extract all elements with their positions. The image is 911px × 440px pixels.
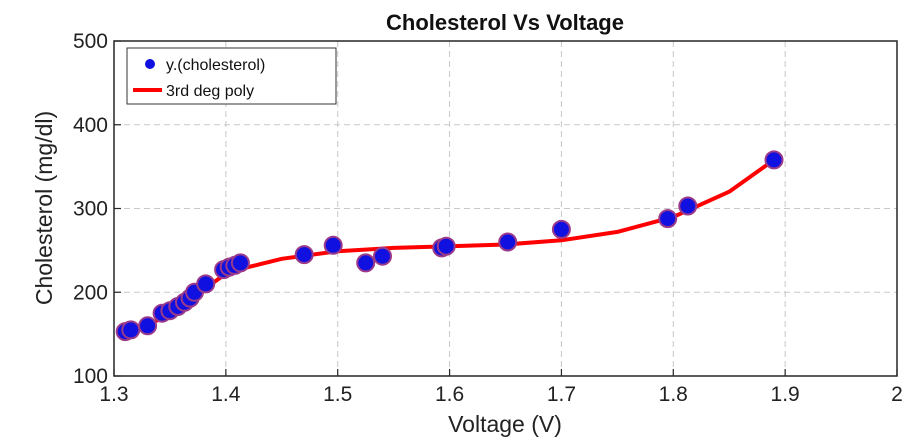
- x-axis-label: Voltage (V): [448, 411, 562, 437]
- data-point: [121, 320, 141, 340]
- chart-title: Cholesterol Vs Voltage: [386, 10, 624, 35]
- y-tick-label: 400: [73, 114, 108, 137]
- x-tick-label: 1.8: [659, 383, 688, 406]
- data-point: [356, 253, 376, 273]
- y-tick-label: 200: [73, 281, 108, 304]
- data-point: [658, 209, 678, 229]
- data-point: [498, 232, 518, 252]
- data-point: [323, 235, 343, 255]
- x-tick-label: 1.5: [323, 383, 352, 406]
- data-point: [373, 246, 392, 266]
- y-tick-label: 100: [73, 365, 108, 388]
- x-tick-label: 1.3: [99, 383, 128, 406]
- y-axis-label: Cholesterol (mg/dl): [31, 111, 57, 305]
- legend: y.(cholesterol) 3rd deg poly: [126, 47, 337, 105]
- legend-marker-points: [145, 59, 155, 69]
- data-point: [764, 150, 784, 170]
- x-tick-label: 1.4: [211, 383, 241, 406]
- data-point: [196, 274, 216, 294]
- y-axis-ticks: 100 200 300 400 500: [73, 30, 121, 388]
- data-point: [230, 253, 250, 273]
- y-tick-label: 500: [73, 30, 108, 53]
- x-axis-ticks: 1.3 1.4 1.5 1.6 1.7 1.8 1.9 2: [99, 369, 903, 406]
- data-point: [436, 236, 456, 256]
- data-point: [551, 219, 571, 239]
- series-points-cholesterol: [115, 150, 784, 342]
- x-tick-label: 1.6: [435, 383, 464, 406]
- legend-box: [126, 47, 337, 105]
- legend-label-points: y.(cholesterol): [166, 57, 265, 74]
- data-point: [678, 196, 698, 216]
- x-tick-label: 1.9: [771, 383, 800, 406]
- data-point: [294, 245, 314, 265]
- legend-label-line: 3rd deg poly: [166, 83, 254, 100]
- x-tick-label: 1.7: [547, 383, 576, 406]
- y-tick-label: 300: [73, 198, 108, 221]
- data-point: [138, 316, 158, 336]
- x-tick-label: 2: [891, 383, 903, 406]
